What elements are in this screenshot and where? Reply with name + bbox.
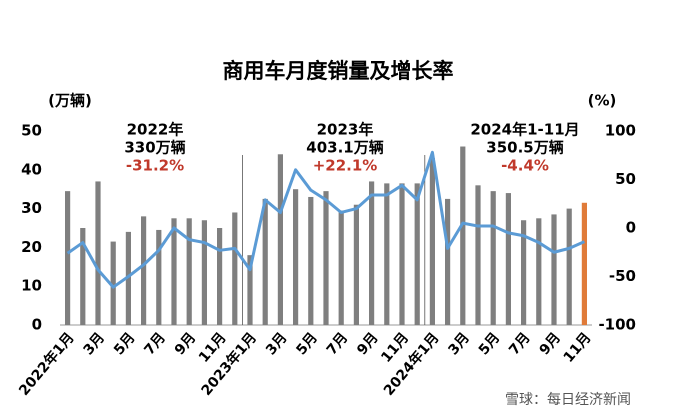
bar: [414, 183, 420, 325]
bar: [460, 146, 466, 325]
y-tick-label: 10: [21, 277, 42, 295]
x-tick-label: 3月: [263, 330, 291, 358]
bar: [384, 183, 390, 325]
bar: [369, 181, 375, 325]
bar: [399, 183, 405, 325]
bar: [262, 198, 268, 325]
x-tick-label: 7月: [141, 330, 169, 358]
y-tick-label: 30: [21, 199, 42, 217]
bar: [232, 212, 238, 325]
y-tick-label: 0: [32, 316, 42, 334]
x-tick-label: 5月: [476, 330, 504, 358]
x-tick-label: 5月: [111, 330, 139, 358]
x-tick-label: 2022年1月: [15, 329, 77, 399]
y-axis-label: (万辆): [48, 92, 92, 110]
y2-tick-label: 100: [605, 122, 636, 140]
bar: [475, 185, 481, 325]
bar: [65, 191, 71, 325]
annotation-change: -4.4%: [501, 157, 549, 175]
x-tick-label: 3月: [81, 330, 109, 358]
bar: [293, 189, 299, 325]
bar: [95, 181, 101, 325]
y-tick-label: 40: [21, 160, 42, 178]
bar: [323, 191, 329, 325]
bar: [110, 241, 116, 325]
x-tick-label: 5月: [293, 330, 321, 358]
bar: [217, 228, 223, 325]
bar: [445, 198, 451, 325]
annotation-text: 2022年: [127, 121, 184, 139]
bar: [338, 210, 344, 325]
annotation-text: 2024年1-11月: [470, 121, 579, 139]
annotation-change: -31.2%: [126, 157, 184, 175]
bar: [505, 193, 511, 325]
bar: [521, 220, 527, 325]
annotation-change: +22.1%: [313, 157, 378, 175]
bar: [277, 154, 283, 325]
x-tick-label: 9月: [354, 330, 382, 358]
y-tick-label: 20: [21, 238, 42, 256]
bar: [125, 231, 131, 325]
bar: [353, 204, 359, 325]
x-tick-label: 11月: [561, 330, 595, 366]
watermark: 雪球：每日经济新闻: [505, 392, 631, 408]
bar: [429, 158, 435, 325]
chart-title: 商用车月度销量及增长率: [223, 59, 454, 83]
growth-line: [66, 150, 586, 289]
x-tick-label: 7月: [506, 330, 534, 358]
annotation-text: 403.1万辆: [306, 139, 383, 157]
bar: [156, 229, 162, 325]
bar: [201, 220, 207, 325]
x-tick-label: 9月: [537, 330, 565, 358]
bar: [80, 228, 86, 325]
y2-tick-label: -100: [598, 316, 636, 334]
bar: [141, 216, 147, 325]
y2-tick-label: 0: [626, 219, 636, 237]
y2-tick-label: -50: [609, 267, 636, 285]
x-tick-label: 3月: [445, 330, 473, 358]
bar: [581, 202, 587, 325]
annotation-text: 330万辆: [124, 139, 185, 157]
bar: [171, 218, 177, 325]
y2-tick-label: 50: [615, 170, 636, 188]
y2-axis-label: (%): [588, 92, 617, 110]
bar: [536, 218, 542, 325]
bar: [308, 196, 314, 325]
bar: [566, 208, 572, 325]
x-tick-label: 7月: [324, 330, 352, 358]
annotation-text: 350.5万辆: [486, 139, 563, 157]
bar: [490, 191, 496, 325]
bar: [247, 255, 253, 325]
bar: [551, 214, 557, 325]
x-tick-label: 9月: [172, 330, 200, 358]
bar: [186, 218, 192, 325]
y-tick-label: 50: [21, 122, 42, 140]
annotation-text: 2023年: [317, 121, 374, 139]
